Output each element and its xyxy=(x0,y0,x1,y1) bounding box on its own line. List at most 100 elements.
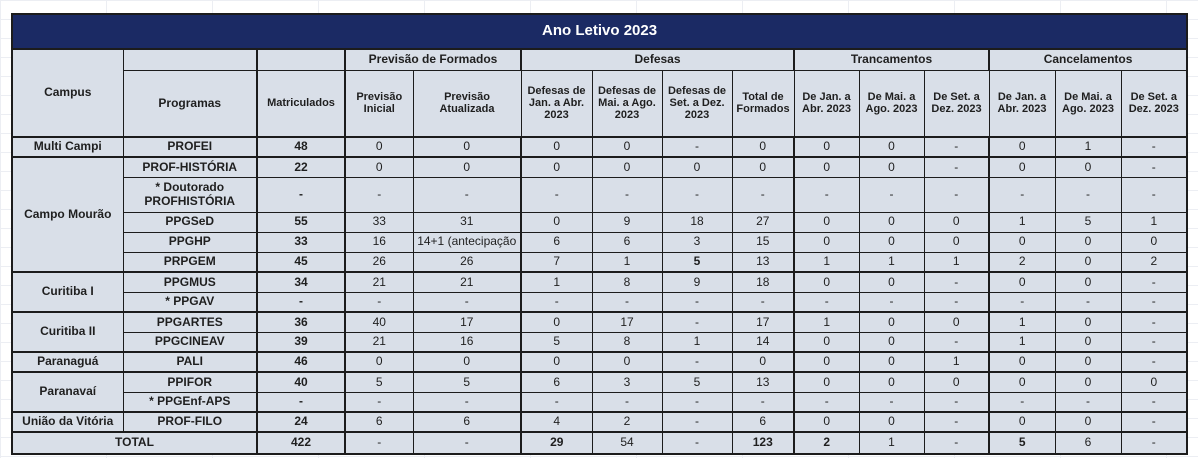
value-cell: - xyxy=(858,291,925,313)
value-cell: - xyxy=(923,176,990,213)
value-cell: - xyxy=(923,156,990,178)
value-cell: - xyxy=(923,291,990,313)
value-cell: 33 xyxy=(256,231,346,253)
value-cell: 16 xyxy=(344,231,414,253)
value-cell: - xyxy=(344,291,414,313)
value-cell: 3 xyxy=(591,371,663,393)
value-cell: 0 xyxy=(1120,371,1188,393)
group-header: Cancelamentos xyxy=(987,48,1188,71)
value-cell: - xyxy=(1120,411,1188,433)
value-cell: 1 xyxy=(923,351,990,373)
total-value-cell: 5 xyxy=(988,431,1056,455)
value-cell: 1 xyxy=(988,211,1056,233)
value-cell: - xyxy=(1054,391,1122,413)
value-cell: 0 xyxy=(793,231,860,253)
value-cell: 40 xyxy=(344,311,414,333)
value-cell: 0 xyxy=(988,156,1056,178)
total-value-cell: - xyxy=(661,431,733,455)
value-cell: 40 xyxy=(256,371,346,393)
value-cell: - xyxy=(591,176,663,213)
value-cell: - xyxy=(1120,351,1188,373)
value-cell: 0 xyxy=(731,136,795,158)
program-cell: * PPGEnf-APS xyxy=(122,391,258,413)
col-sub-header: Defesas de Mai. a Ago. 2023 xyxy=(591,69,663,138)
value-cell: 34 xyxy=(256,271,346,293)
value-cell: - xyxy=(256,391,346,413)
value-cell: 0 xyxy=(923,231,990,253)
program-cell: PPGARTES xyxy=(122,311,258,333)
value-cell: 33 xyxy=(344,211,414,233)
value-cell: 0 xyxy=(793,351,860,373)
value-cell: - xyxy=(661,351,733,373)
value-cell: 5 xyxy=(520,331,593,353)
value-cell: 0 xyxy=(858,331,925,353)
value-cell: 0 xyxy=(793,371,860,393)
value-cell: 0 xyxy=(1054,351,1122,373)
value-cell: 1 xyxy=(1054,136,1122,158)
program-cell: PPGMUS xyxy=(122,271,258,293)
value-cell: - xyxy=(988,391,1056,413)
value-cell: 0 xyxy=(858,136,925,158)
col-sub-header: Defesas de Jan. a Abr. 2023 xyxy=(520,69,593,138)
col-sub-header: Total de Formados xyxy=(731,69,795,138)
value-cell: 8 xyxy=(591,331,663,353)
value-cell: 1 xyxy=(520,271,593,293)
col-sub-header: De Jan. a Abr. 2023 xyxy=(988,69,1056,138)
value-cell: 55 xyxy=(256,211,346,233)
total-value-cell: 6 xyxy=(1054,431,1122,455)
value-cell: 17 xyxy=(591,311,663,333)
value-cell: 0 xyxy=(661,156,733,178)
header-spacer-matriculados xyxy=(256,48,346,71)
group-header: Defesas xyxy=(520,48,795,71)
value-cell: 14 xyxy=(731,331,795,353)
value-cell: 0 xyxy=(1054,331,1122,353)
table-title: Ano Letivo 2023 xyxy=(10,13,1189,50)
value-cell: 0 xyxy=(412,351,522,373)
value-cell: 0 xyxy=(793,271,860,293)
col-header-campus: Campus xyxy=(11,48,124,138)
value-cell: 0 xyxy=(858,371,925,393)
value-cell: 46 xyxy=(256,351,346,373)
value-cell: 26 xyxy=(344,251,414,273)
program-cell: PPGCINEAV xyxy=(122,331,258,353)
value-cell: 0 xyxy=(731,351,795,373)
value-cell: - xyxy=(1120,271,1188,293)
value-cell: - xyxy=(731,291,795,313)
value-cell: 0 xyxy=(793,331,860,353)
value-cell: 1 xyxy=(988,331,1056,353)
col-header-matriculados: Matriculados xyxy=(256,69,346,138)
value-cell: 0 xyxy=(1054,251,1122,273)
value-cell: 1 xyxy=(923,251,990,273)
value-cell: - xyxy=(988,291,1056,313)
col-sub-header: De Mai. a Ago. 2023 xyxy=(858,69,925,138)
value-cell: - xyxy=(661,311,733,333)
value-cell: 0 xyxy=(793,156,860,178)
value-cell: 0 xyxy=(858,351,925,373)
value-cell: - xyxy=(793,391,860,413)
value-cell: - xyxy=(344,391,414,413)
total-value-cell: - xyxy=(412,431,522,455)
value-cell: 0 xyxy=(988,136,1056,158)
value-cell: 24 xyxy=(256,411,346,433)
col-sub-header: De Mai. a Ago. 2023 xyxy=(1054,69,1122,138)
value-cell: 39 xyxy=(256,331,346,353)
value-cell: 1 xyxy=(661,331,733,353)
program-cell: PROF-FILO xyxy=(122,411,258,433)
value-cell: - xyxy=(412,391,522,413)
value-cell: 0 xyxy=(988,271,1056,293)
value-cell: - xyxy=(661,291,733,313)
value-cell: 1 xyxy=(1120,211,1188,233)
value-cell: 0 xyxy=(1054,411,1122,433)
value-cell: 0 xyxy=(1054,311,1122,333)
value-cell: 0 xyxy=(793,136,860,158)
value-cell: 6 xyxy=(591,231,663,253)
value-cell: - xyxy=(256,291,346,313)
value-cell: 0 xyxy=(520,351,593,373)
value-cell: 0 xyxy=(1120,231,1188,253)
total-label: TOTAL xyxy=(11,431,258,455)
value-cell: 21 xyxy=(412,271,522,293)
value-cell: 0 xyxy=(988,231,1056,253)
value-cell: - xyxy=(923,391,990,413)
campus-cell: Curitiba I xyxy=(11,271,124,313)
value-cell: 14+1 (antecipação xyxy=(412,231,522,253)
